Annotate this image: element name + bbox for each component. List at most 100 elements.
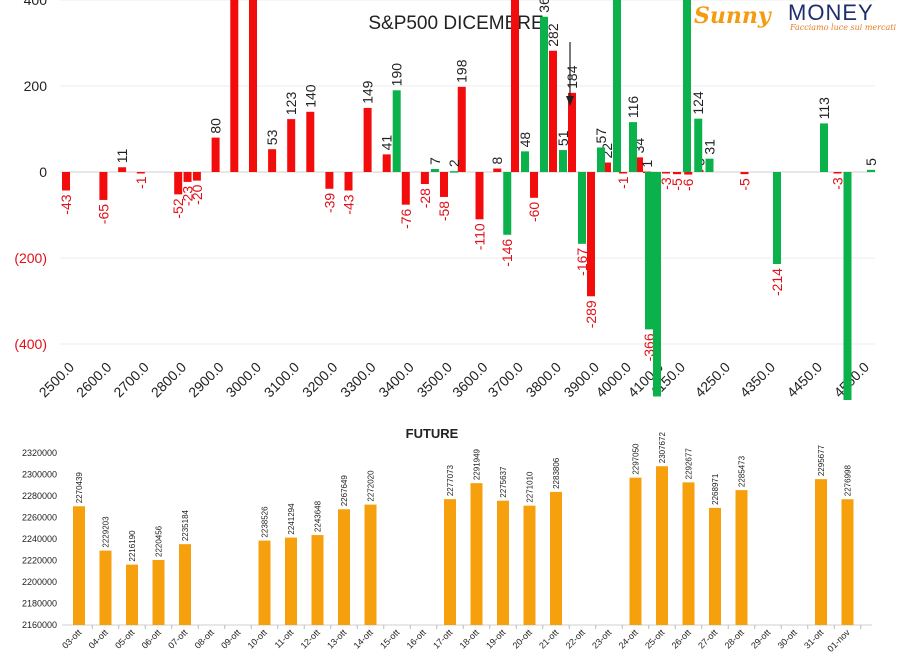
data-label: 116 xyxy=(625,96,641,119)
future-y-tick-label: 2280000 xyxy=(22,491,57,501)
bar-green xyxy=(820,123,828,172)
logo-tagline: Facciamo luce sui mercati xyxy=(790,23,897,32)
bar-red xyxy=(740,172,749,175)
future-bar xyxy=(338,509,350,625)
bar-green xyxy=(430,168,439,172)
future-data-label: 2229203 xyxy=(102,516,111,548)
future-x-tick-label: 08-ott xyxy=(193,627,217,651)
bar-red xyxy=(344,172,353,191)
future-y-tick-label: 2260000 xyxy=(22,513,57,523)
bar-green xyxy=(843,172,852,400)
future-bar xyxy=(682,482,695,625)
future-title: FUTURE xyxy=(406,426,459,441)
future-bar xyxy=(99,550,112,625)
x-tick-label: 3100.0 xyxy=(261,359,303,400)
future-x-tick-label: 24-ott xyxy=(617,627,641,651)
data-label: 51 xyxy=(555,130,571,146)
bar-red xyxy=(530,172,538,198)
data-label: -76 xyxy=(398,208,414,228)
data-label: 7 xyxy=(427,157,443,165)
future-y-tick-label: 2160000 xyxy=(22,620,57,630)
future-data-label: 2285473 xyxy=(738,455,747,487)
data-label: 282 xyxy=(545,23,561,47)
data-label: 140 xyxy=(302,84,318,108)
future-x-tick-label: 04-ott xyxy=(87,627,111,651)
logo: Sunny MONEY Facciamo luce sui mercati xyxy=(692,0,904,36)
data-label: 184 xyxy=(564,65,580,89)
y-tick-label: 200 xyxy=(24,78,48,94)
logo-brand-sunny: Sunny xyxy=(694,3,771,29)
future-x-tick-label: 09-ott xyxy=(219,627,243,651)
bar-red xyxy=(306,111,315,172)
future-x-tick-label: 01-nov xyxy=(825,627,852,654)
future-bar xyxy=(841,499,854,625)
bar-green xyxy=(521,151,529,172)
bar-green xyxy=(705,158,714,172)
bar-green xyxy=(597,147,605,172)
data-label: 5 xyxy=(863,158,879,166)
bar-red xyxy=(249,0,257,172)
future-data-label: 2216190 xyxy=(128,530,137,562)
bar-red xyxy=(635,157,643,172)
bar-green xyxy=(694,118,703,172)
future-x-tick-label: 21-ott xyxy=(537,627,561,651)
future-bar xyxy=(815,479,827,625)
future-y-tick-label: 2240000 xyxy=(22,534,57,544)
data-label: 361 xyxy=(536,0,552,13)
future-data-label: 2276998 xyxy=(844,465,853,497)
data-label: 8 xyxy=(489,157,505,165)
bar-red xyxy=(287,119,296,172)
future-data-label: 2291949 xyxy=(473,448,482,480)
data-label: -1 xyxy=(133,176,149,189)
future-bar xyxy=(285,537,297,625)
data-label: -60 xyxy=(526,202,542,222)
x-tick-label: 4250.0 xyxy=(692,359,734,400)
future-bar xyxy=(470,483,483,625)
x-tick-label: 4450.0 xyxy=(784,359,826,400)
bar-red xyxy=(325,172,334,189)
bar-red xyxy=(549,50,557,172)
data-label: -289 xyxy=(583,300,599,328)
bar-green xyxy=(503,172,512,235)
future-data-label: 2271010 xyxy=(526,471,535,503)
future-bar xyxy=(656,466,668,625)
bar-red xyxy=(363,107,372,172)
annotation-arrow-head xyxy=(566,96,574,106)
future-chart: FUTURE 2160000 2180000 2200000 2220000 224000… xyxy=(22,426,872,654)
bar-red xyxy=(457,86,466,172)
data-label: 149 xyxy=(360,80,376,104)
x-tick-label: 3400.0 xyxy=(375,359,417,400)
future-bar xyxy=(311,535,324,625)
future-bar xyxy=(735,490,748,625)
data-label: -5 xyxy=(737,178,753,191)
x-tick-label: 2600.0 xyxy=(73,359,115,400)
future-x-tick-label: 13-ott xyxy=(325,627,349,651)
bar-green xyxy=(645,172,653,330)
options-chart: S&P500 DICEMBRE6004002000(200)(400)(600)… xyxy=(14,0,879,400)
future-bar xyxy=(523,505,536,625)
data-label: -43 xyxy=(341,194,357,214)
bar-red xyxy=(420,172,429,185)
future-data-label: 2238526 xyxy=(261,506,270,538)
future-x-tick-label: 11-ott xyxy=(273,627,296,650)
future-x-tick-label: 18-ott xyxy=(458,627,482,651)
x-tick-label: 3500.0 xyxy=(414,359,456,400)
future-x-tick-label: 26-ott xyxy=(670,627,694,651)
future-data-label: 2297050 xyxy=(632,443,641,475)
future-data-label: 2272020 xyxy=(367,470,376,502)
future-data-label: 2283806 xyxy=(552,457,561,489)
data-label: -146 xyxy=(499,239,515,267)
logo-brand-money: MONEY xyxy=(788,0,874,25)
future-x-tick-label: 27-ott xyxy=(696,627,720,651)
bar-red xyxy=(684,172,693,175)
bar-red xyxy=(603,162,611,172)
bar-red xyxy=(99,172,108,200)
future-data-label: 2241294 xyxy=(287,503,296,535)
bar-red xyxy=(174,172,183,195)
x-tick-label: 2900.0 xyxy=(185,359,227,400)
bar-green xyxy=(578,172,586,244)
future-x-tick-label: 14-ott xyxy=(352,627,376,651)
bar-red xyxy=(568,92,576,172)
future-data-label: 2292677 xyxy=(685,448,694,480)
data-label: 31 xyxy=(702,139,718,155)
